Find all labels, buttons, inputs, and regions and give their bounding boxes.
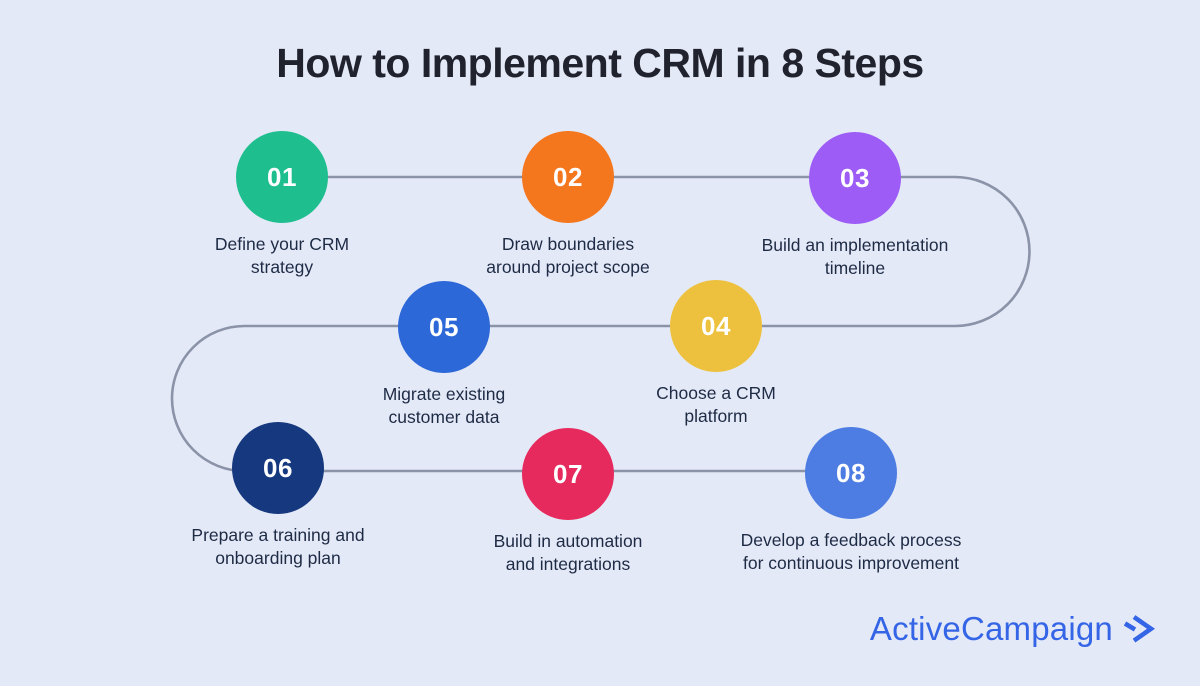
step-01-number: 01 <box>267 161 297 192</box>
step-02-number: 02 <box>553 161 583 192</box>
brand-logo: ActiveCampaign <box>870 610 1156 648</box>
step-02-circle: 02 <box>522 131 614 223</box>
step-04: 04 Choose a CRM platform <box>566 280 866 428</box>
step-03-circle: 03 <box>809 132 901 224</box>
step-05: 05 Migrate existing customer data <box>294 281 594 429</box>
step-06-label: Prepare a training and onboarding plan <box>191 525 365 568</box>
step-07: 07 Build in automation and integrations <box>418 428 718 576</box>
step-08-circle: 08 <box>805 427 897 519</box>
step-03: 03 Build an implementation timeline <box>705 132 1005 280</box>
step-01-circle: 01 <box>236 131 328 223</box>
step-08-label: Develop a feedback process for continuous… <box>740 530 962 573</box>
step-04-circle: 04 <box>670 280 762 372</box>
step-02: 02 Draw boundaries around project scope <box>418 131 718 279</box>
step-03-label: Build an implementation timeline <box>761 235 949 278</box>
step-05-label: Migrate existing customer data <box>382 384 506 427</box>
step-02-label: Draw boundaries around project scope <box>486 234 650 277</box>
step-08-number: 08 <box>836 457 866 488</box>
step-07-circle: 07 <box>522 428 614 520</box>
step-07-number: 07 <box>553 458 583 489</box>
page-title: How to Implement CRM in 8 Steps <box>276 40 924 86</box>
step-01-label: Define your CRM strategy <box>214 234 350 277</box>
step-01: 01 Define your CRM strategy <box>132 131 432 279</box>
step-06: 06 Prepare a training and onboarding plan <box>128 422 428 570</box>
step-06-circle: 06 <box>232 422 324 514</box>
brand-logo-text: ActiveCampaign <box>869 610 1113 647</box>
brand-arrow-icon <box>1123 615 1156 643</box>
step-07-label: Build in automation and integrations <box>493 531 643 574</box>
step-03-number: 03 <box>840 162 870 193</box>
step-04-number: 04 <box>701 310 731 341</box>
step-05-number: 05 <box>429 311 459 342</box>
step-04-label: Choose a CRM platform <box>656 383 776 426</box>
step-06-number: 06 <box>263 452 293 483</box>
step-05-circle: 05 <box>398 281 490 373</box>
step-08: 08 Develop a feedback process for continu… <box>701 427 1001 575</box>
